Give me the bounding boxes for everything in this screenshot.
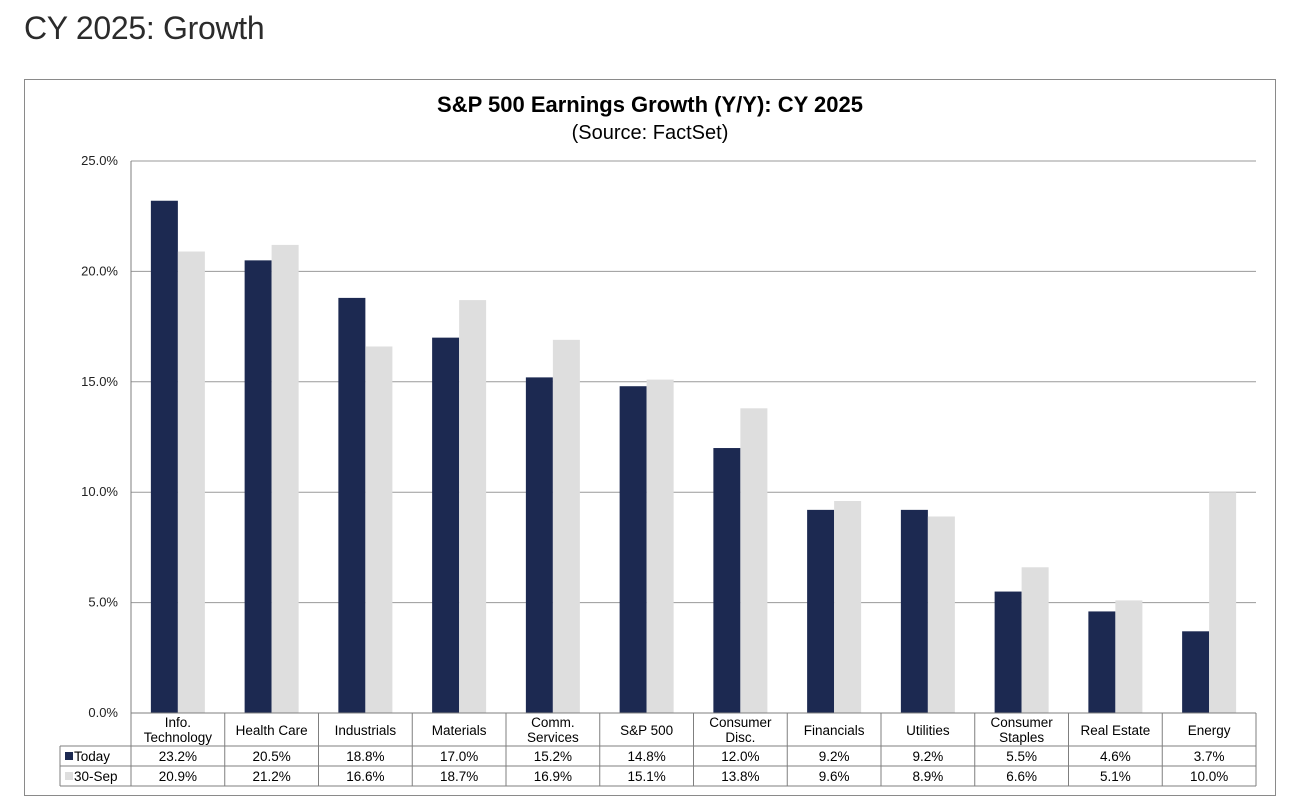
bar-30-sep xyxy=(1209,492,1237,713)
data-label: 18.7% xyxy=(440,769,478,784)
bars xyxy=(150,200,1237,714)
data-label: 17.0% xyxy=(440,749,478,764)
data-label: 6.6% xyxy=(1006,769,1037,784)
category-label: Energy xyxy=(1188,723,1231,738)
legend-key xyxy=(65,752,73,760)
category-label: Health Care xyxy=(236,723,308,738)
data-label: 21.2% xyxy=(252,769,290,784)
bar-today xyxy=(900,509,928,713)
category-label: Utilities xyxy=(906,723,950,738)
bar-30-sep xyxy=(1115,600,1143,713)
bar-30-sep xyxy=(1021,567,1049,713)
page-title: CY 2025: Growth xyxy=(24,10,265,46)
data-label: 15.2% xyxy=(534,749,572,764)
data-label: 9.6% xyxy=(819,769,850,784)
bar-30-sep xyxy=(740,408,768,713)
data-label: 16.6% xyxy=(346,769,384,784)
y-axis: 0.0% 5.0% 10.0% 15.0% 20.0% 25.0% xyxy=(81,153,132,720)
bar-today xyxy=(150,200,178,713)
data-label: 10.0% xyxy=(1190,769,1228,784)
bar-30-sep xyxy=(646,379,674,713)
category-label: Comm. xyxy=(531,715,575,730)
bar-30-sep xyxy=(177,251,205,713)
data-label: 8.9% xyxy=(912,769,943,784)
category-label: Disc. xyxy=(725,730,755,745)
data-label: 4.6% xyxy=(1100,749,1131,764)
data-label: 14.8% xyxy=(627,749,665,764)
category-label: Staples xyxy=(999,730,1044,745)
data-label: 23.2% xyxy=(159,749,197,764)
bar-today xyxy=(244,260,272,713)
bar-30-sep xyxy=(271,244,299,714)
bar-30-sep xyxy=(927,516,955,713)
category-label: Services xyxy=(527,730,579,745)
bar-30-sep xyxy=(552,339,580,713)
chart-frame: S&P 500 Earnings Growth (Y/Y): CY 2025 (… xyxy=(24,79,1276,796)
y-tick-label: 10.0% xyxy=(81,484,118,499)
bar-today xyxy=(1182,631,1210,713)
y-tick-label: 20.0% xyxy=(81,263,118,278)
legend-key xyxy=(65,772,73,780)
category-label: Financials xyxy=(804,723,865,738)
data-table: Info.Technology Health Care Industrials Mat… xyxy=(59,712,1257,787)
y-tick-label: 0.0% xyxy=(88,705,118,720)
y-tick-label: 25.0% xyxy=(81,153,118,168)
chart-title: S&P 500 Earnings Growth (Y/Y): CY 2025 xyxy=(437,92,863,117)
legend-label: Today xyxy=(74,749,110,764)
y-tick-label: 5.0% xyxy=(88,595,118,610)
bar-today xyxy=(619,386,647,713)
gridlines xyxy=(131,160,1256,604)
category-label: Technology xyxy=(144,730,213,745)
data-label: 20.5% xyxy=(252,749,290,764)
bar-30-sep xyxy=(834,501,862,713)
data-label: 9.2% xyxy=(819,749,850,764)
data-label: 20.9% xyxy=(159,769,197,784)
bar-today xyxy=(1088,611,1116,713)
category-label: S&P 500 xyxy=(620,723,673,738)
category-label: Materials xyxy=(432,723,487,738)
earnings-growth-chart: S&P 500 Earnings Growth (Y/Y): CY 2025 (… xyxy=(59,92,1257,787)
data-label: 16.9% xyxy=(534,769,572,784)
chart-subtitle: (Source: FactSet) xyxy=(572,122,729,144)
category-label: Info. xyxy=(165,715,191,730)
bar-today xyxy=(994,591,1022,713)
category-label: Industrials xyxy=(335,723,397,738)
bar-today xyxy=(525,377,553,713)
y-tick-label: 15.0% xyxy=(81,374,118,389)
data-label: 9.2% xyxy=(912,749,943,764)
bar-today xyxy=(338,297,366,713)
category-label: Real Estate xyxy=(1080,723,1150,738)
category-label: Consumer xyxy=(709,715,772,730)
category-label: Consumer xyxy=(990,715,1053,730)
data-label: 18.8% xyxy=(346,749,384,764)
bar-today xyxy=(713,448,741,713)
bar-30-sep xyxy=(365,346,393,713)
bar-30-sep xyxy=(459,300,487,713)
legend-label: 30-Sep xyxy=(74,769,118,784)
bar-today xyxy=(807,509,835,713)
data-label: 12.0% xyxy=(721,749,759,764)
data-label: 15.1% xyxy=(627,769,665,784)
data-label: 5.1% xyxy=(1100,769,1131,784)
data-label: 3.7% xyxy=(1194,749,1225,764)
bar-today xyxy=(432,337,460,713)
data-label: 13.8% xyxy=(721,769,759,784)
data-label: 5.5% xyxy=(1006,749,1037,764)
